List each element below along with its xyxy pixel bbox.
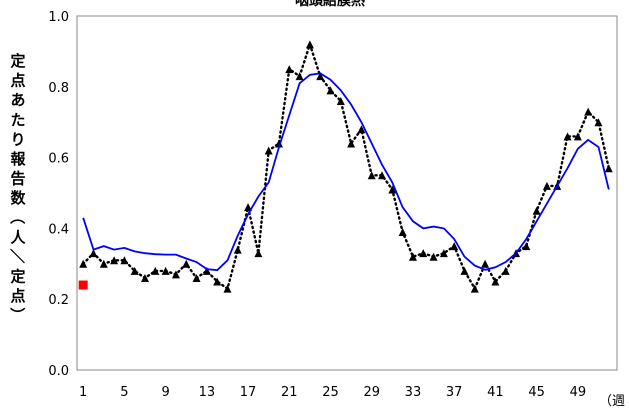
data-point-triangle — [326, 86, 335, 95]
data-point-triangle — [192, 273, 201, 282]
y-label-char: 定 — [10, 268, 25, 286]
data-point-triangle — [347, 139, 356, 148]
x-tick-label: 33 — [405, 385, 422, 400]
data-point-triangle — [110, 256, 119, 265]
y-label-char: 点 — [10, 72, 25, 90]
data-point-triangle — [357, 125, 366, 134]
data-point-triangle — [202, 266, 211, 275]
x-tick-label: 21 — [281, 385, 298, 400]
data-point-triangle — [501, 266, 510, 275]
data-point-triangle — [522, 242, 531, 251]
y-label-char: り — [10, 130, 25, 148]
data-point-triangle — [161, 266, 170, 275]
data-point-triangle — [295, 72, 304, 81]
data-point-triangle — [419, 249, 428, 258]
data-point-triangle — [223, 284, 232, 293]
data-point-triangle — [367, 171, 376, 180]
x-tick-label: 49 — [570, 385, 587, 400]
x-tick-label: 29 — [363, 385, 380, 400]
data-point-triangle — [264, 146, 273, 155]
data-point-triangle — [460, 266, 469, 275]
data-point-triangle — [439, 249, 448, 258]
data-point-triangle — [182, 259, 191, 268]
data-point-triangle — [79, 259, 88, 268]
data-point-triangle — [274, 139, 283, 148]
y-tick-label: 0.6 — [48, 152, 69, 167]
y-tick-label: 0.2 — [48, 293, 69, 308]
series-layer — [78, 40, 613, 293]
x-tick-label: 41 — [487, 385, 504, 400]
data-point-triangle — [594, 118, 603, 127]
x-tick-label: 37 — [446, 385, 463, 400]
data-point-triangle — [573, 132, 582, 141]
data-point-triangle — [89, 249, 98, 258]
data-point-triangle — [99, 259, 108, 268]
x-tick-label: 13 — [199, 385, 216, 400]
data-point-triangle — [171, 270, 180, 279]
y-label-char: 告 — [10, 170, 25, 188]
x-tick-label: 17 — [240, 385, 257, 400]
data-point-triangle — [563, 132, 572, 141]
y-label-char: 報 — [10, 150, 26, 168]
data-point-square — [78, 280, 88, 290]
data-point-triangle — [233, 245, 242, 254]
y-label-char: ） — [8, 307, 26, 322]
data-point-triangle — [542, 181, 551, 190]
y-tick-label: 0.8 — [48, 81, 69, 96]
x-tick-label: 9 — [161, 385, 169, 400]
data-point-triangle — [151, 266, 160, 275]
data-point-triangle — [305, 40, 314, 49]
x-tick-label: 45 — [528, 385, 545, 400]
y-label-char: （ — [8, 209, 26, 224]
y-label-char: 点 — [10, 287, 25, 305]
y-label-char: あ — [10, 91, 25, 109]
y-tick-label: 0.0 — [48, 364, 69, 379]
data-point-triangle — [584, 107, 593, 116]
data-point-triangle — [141, 273, 150, 282]
data-point-triangle — [254, 249, 263, 258]
y-tick-label: 0.4 — [48, 222, 69, 237]
data-point-triangle — [429, 252, 438, 261]
plot-area — [76, 15, 618, 371]
data-point-triangle — [316, 72, 325, 81]
y-label-char: 数 — [10, 189, 26, 207]
data-point-triangle — [285, 65, 294, 74]
series-line-dotted — [82, 40, 610, 292]
data-point-triangle — [604, 164, 613, 173]
data-point-triangle — [130, 266, 139, 275]
data-point-triangle — [408, 252, 417, 261]
x-axis-ticks: 1 5 9 13 17 21 25 29 33 37 41 45 49 — [79, 385, 586, 400]
chart-title: 咽頭結膜熱 — [295, 0, 365, 9]
x-tick-label: 25 — [322, 385, 339, 400]
data-point-triangle — [398, 227, 407, 236]
data-point-triangle — [336, 96, 345, 105]
data-point-triangle — [388, 185, 397, 194]
y-label-char: ／ — [8, 248, 26, 263]
y-axis-ticks: 0.0 0.2 0.4 0.6 0.8 1.0 — [48, 10, 69, 379]
series-line-solid — [82, 72, 610, 272]
data-point-triangle — [450, 242, 459, 251]
y-label-char: 人 — [10, 228, 26, 246]
data-point-triangle — [470, 284, 479, 293]
x-tick-label: 1 — [79, 385, 87, 400]
data-point-triangle — [213, 277, 222, 286]
data-point-triangle — [120, 256, 129, 265]
y-label-char: 定 — [10, 52, 25, 70]
y-tick-label: 1.0 — [48, 10, 69, 25]
data-point-triangle — [491, 277, 500, 286]
data-point-triangle — [378, 171, 387, 180]
x-axis-label: （週 — [599, 394, 625, 409]
data-point-triangle — [481, 259, 490, 268]
y-label-char: た — [10, 111, 25, 129]
x-tick-label: 5 — [120, 385, 128, 400]
data-point-triangle — [532, 206, 541, 215]
